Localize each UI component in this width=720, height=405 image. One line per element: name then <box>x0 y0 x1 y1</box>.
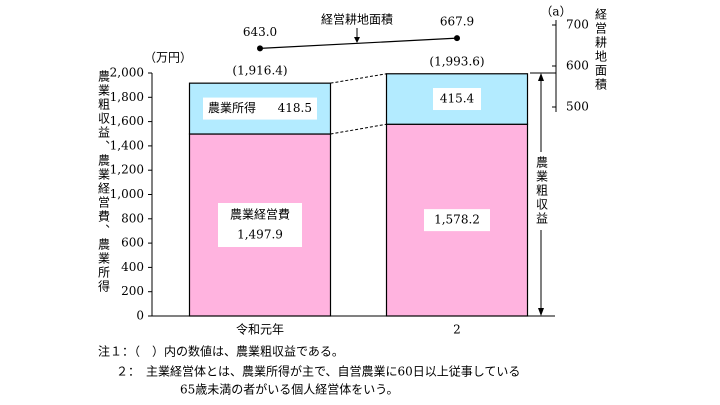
label-box <box>532 152 550 230</box>
line <box>259 37 458 49</box>
connector <box>330 123 387 135</box>
line-value-label: 667.9 <box>440 15 474 29</box>
note: 注１：（ ）内の数値は、農業粗収益である。 <box>98 344 344 359</box>
y-tick-label: 0 <box>136 309 144 323</box>
label-box <box>424 209 490 232</box>
bracket-label: 農業粗収益 <box>535 156 549 226</box>
y-tick-label: 1,200 <box>110 163 144 177</box>
value-label: 1,497.9 <box>237 228 283 242</box>
y-unit: （万円） <box>144 51 192 65</box>
arrow-head <box>538 308 544 316</box>
value-label: 415.4 <box>440 92 475 106</box>
arrow-head <box>354 37 360 43</box>
y2-tick-label: 500 <box>566 100 589 114</box>
y-tick-label: 600 <box>121 236 144 250</box>
y-tick-label: 1,600 <box>110 114 144 128</box>
y2-unit: （a） <box>540 5 571 19</box>
y-tick-label: 200 <box>121 284 144 298</box>
y2-tick-label: 700 <box>566 18 589 32</box>
y-tick-label: 1,000 <box>110 187 144 201</box>
arrow-head <box>538 73 544 81</box>
value-label: 418.5 <box>278 101 312 115</box>
y-axis-label: 農業粗収益、農業経営費、農業所得 <box>97 70 111 294</box>
y2-tick-label: 600 <box>566 59 589 73</box>
connector <box>330 73 387 84</box>
value-label: 1,578.2 <box>434 213 480 227</box>
line-point <box>257 45 263 52</box>
label-box <box>218 203 302 248</box>
total-label: (1,993.6) <box>429 54 484 68</box>
x-tick-label: 2 <box>453 323 461 337</box>
series-label: 農業経営費 <box>230 207 290 222</box>
y-tick-label: 1,400 <box>110 138 144 152</box>
label-box <box>203 97 317 120</box>
note: ２： 主業経営体とは、農業所得が主で、自営農業に60日以上従事している <box>116 364 520 379</box>
note: 65歳未満の者がいる個人経営体をいう。 <box>180 382 399 397</box>
series-label: 農業所得 <box>208 100 256 115</box>
y-tick-label: 800 <box>121 211 144 225</box>
y-tick-label: 400 <box>121 260 144 274</box>
line-point <box>454 35 460 42</box>
y-tick-label: 2,000 <box>110 66 144 80</box>
x-tick-label: 令和元年 <box>236 322 284 337</box>
y-tick-label: 1,800 <box>110 90 144 104</box>
total-label: (1,916.4) <box>232 64 287 78</box>
line-value-label: 643.0 <box>243 25 277 39</box>
line-label: 経営耕地面積 <box>321 12 393 27</box>
y2-axis-label: 経営耕地面積 <box>594 8 608 92</box>
label-box <box>433 88 481 111</box>
